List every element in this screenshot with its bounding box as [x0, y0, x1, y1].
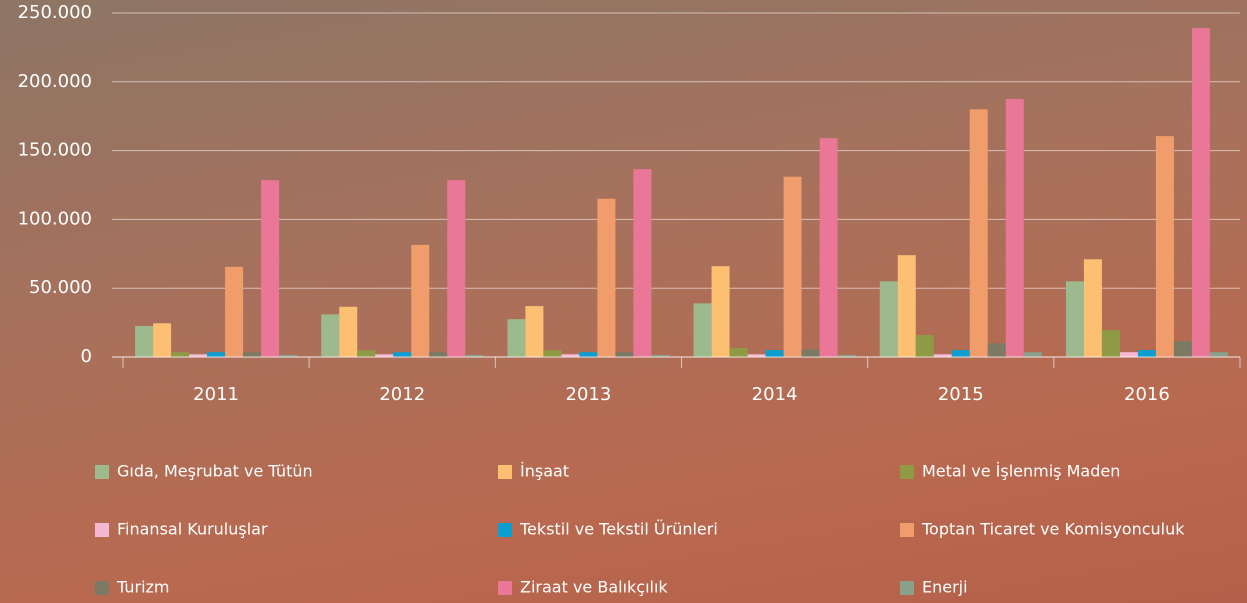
legend-label: Ziraat ve Balıkçılık — [520, 578, 668, 597]
bar — [783, 176, 802, 357]
bar — [693, 303, 712, 357]
bar — [579, 352, 598, 357]
bar — [1023, 352, 1042, 357]
bar — [987, 343, 1006, 357]
bar — [801, 349, 820, 357]
bar — [651, 354, 670, 357]
legend-swatch — [95, 465, 109, 479]
bar — [933, 354, 952, 357]
bar — [321, 314, 340, 357]
legend-swatch — [95, 523, 109, 537]
bar — [897, 255, 916, 357]
x-tick-label: 2013 — [566, 384, 612, 405]
y-tick-label: 50.000 — [29, 277, 92, 298]
y-tick-label: 0 — [81, 346, 92, 367]
bar — [279, 354, 298, 357]
x-tick-label: 2014 — [752, 384, 798, 405]
bar — [1119, 352, 1138, 357]
legend-swatch — [498, 523, 512, 537]
legend-swatch — [498, 465, 512, 479]
bar — [597, 198, 616, 357]
y-tick-label: 150.000 — [18, 140, 92, 161]
legend-label: Finansal Kuruluşlar — [117, 520, 268, 539]
bar — [411, 244, 430, 357]
legend-label: İnşaat — [520, 462, 569, 481]
bar — [1065, 281, 1084, 357]
bar — [507, 319, 526, 357]
bar — [393, 352, 412, 357]
legend-swatch — [498, 581, 512, 595]
y-tick-label: 200.000 — [18, 71, 92, 92]
bar — [447, 180, 466, 357]
bar — [561, 354, 580, 357]
x-tick-label: 2015 — [938, 384, 984, 405]
bar — [525, 306, 544, 357]
bar — [837, 354, 856, 357]
y-tick-label: 250.000 — [18, 2, 92, 23]
bar — [261, 180, 280, 357]
bar — [189, 354, 208, 357]
legend-swatch — [900, 523, 914, 537]
legend-label: Enerji — [922, 578, 968, 597]
bar — [1137, 350, 1156, 357]
bar — [1005, 99, 1024, 357]
bar — [819, 138, 838, 357]
legend-label: Turizm — [116, 578, 170, 597]
bar — [951, 350, 970, 357]
bar — [1209, 352, 1228, 357]
x-tick-label: 2016 — [1124, 384, 1170, 405]
legend-label: Metal ve İşlenmiş Maden — [922, 462, 1120, 481]
bar — [711, 266, 730, 357]
bar — [969, 109, 988, 357]
bar — [1173, 341, 1192, 357]
legend-swatch — [95, 581, 109, 595]
legend-label: Gıda, Meşrubat ve Tütün — [117, 462, 313, 481]
bar — [543, 350, 562, 357]
bar — [429, 352, 448, 357]
bar — [633, 169, 652, 357]
x-tick-label: 2011 — [193, 384, 239, 405]
legend-swatch — [900, 465, 914, 479]
bar — [171, 352, 190, 357]
legend-label: Tekstil ve Tekstil Ürünleri — [519, 520, 718, 539]
bar — [879, 281, 898, 357]
bar — [747, 354, 766, 357]
legend-label: Toptan Ticaret ve Komisyonculuk — [921, 520, 1185, 539]
bar — [1101, 330, 1120, 357]
bar — [375, 354, 394, 357]
bar — [207, 352, 226, 357]
bar — [1191, 28, 1210, 358]
bar — [1083, 259, 1102, 357]
bar — [357, 350, 376, 357]
bar — [1155, 136, 1174, 357]
bar — [243, 352, 262, 357]
bar — [729, 348, 748, 357]
legend-swatch — [900, 581, 914, 595]
bar — [135, 326, 154, 357]
bar — [225, 266, 244, 357]
bar — [153, 323, 172, 357]
bar — [615, 352, 634, 357]
bar — [765, 350, 784, 357]
x-tick-label: 2012 — [379, 384, 425, 405]
bar — [465, 354, 484, 357]
y-tick-label: 100.000 — [18, 208, 92, 229]
bar — [339, 306, 358, 357]
bar — [915, 334, 934, 357]
